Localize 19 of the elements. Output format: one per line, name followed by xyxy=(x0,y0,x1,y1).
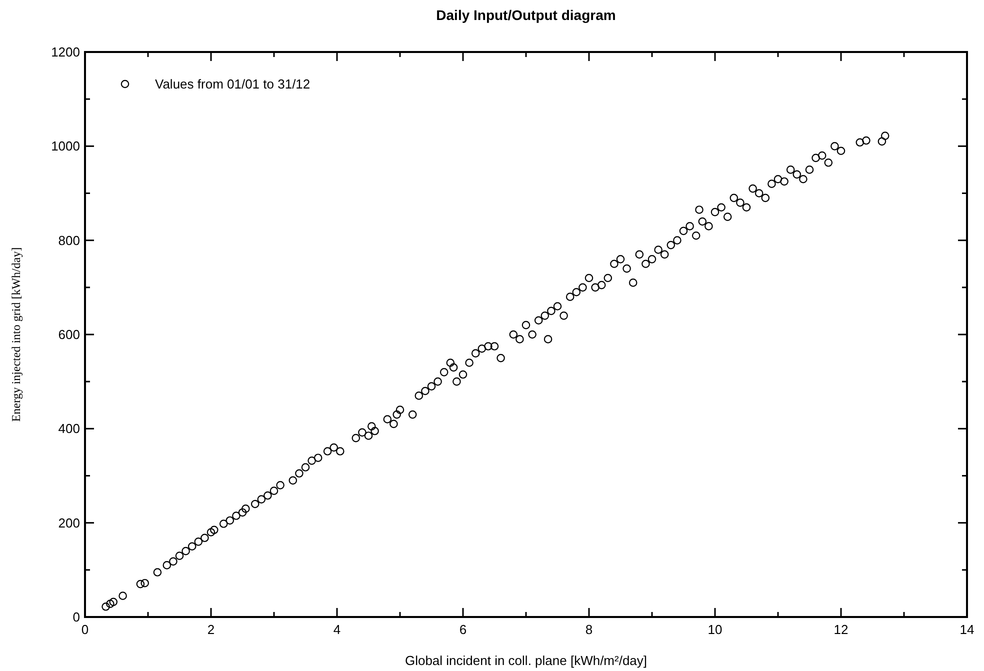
y-tick-label: 800 xyxy=(58,232,80,248)
x-tick-label: 8 xyxy=(585,622,593,637)
chart-title: Daily Input/Output diagram xyxy=(436,7,616,23)
x-tick-label: 10 xyxy=(708,622,722,637)
y-tick-label: 1000 xyxy=(51,138,80,154)
y-tick-label: 400 xyxy=(58,421,80,436)
x-tick-label: 4 xyxy=(333,622,341,637)
y-axis-title: Energy injected into grid [kWh/day] xyxy=(9,247,23,422)
x-axis-title: Global incident in coll. plane [kWh/m²/day] xyxy=(404,653,648,668)
x-tick-label: 6 xyxy=(459,622,467,637)
x-tick-label: 12 xyxy=(834,622,848,637)
y-tick-label: 0 xyxy=(72,610,80,624)
x-tick-label: 2 xyxy=(207,622,215,637)
y-tick-label: 1200 xyxy=(51,44,80,60)
y-tick-label: 200 xyxy=(58,515,80,530)
legend-label: Values from 01/01 to 31/12 xyxy=(155,76,310,92)
y-tick-label: 600 xyxy=(58,327,80,342)
legend: Values from 01/01 to 31/12 xyxy=(120,76,310,92)
x-tick-label: 14 xyxy=(960,622,974,637)
